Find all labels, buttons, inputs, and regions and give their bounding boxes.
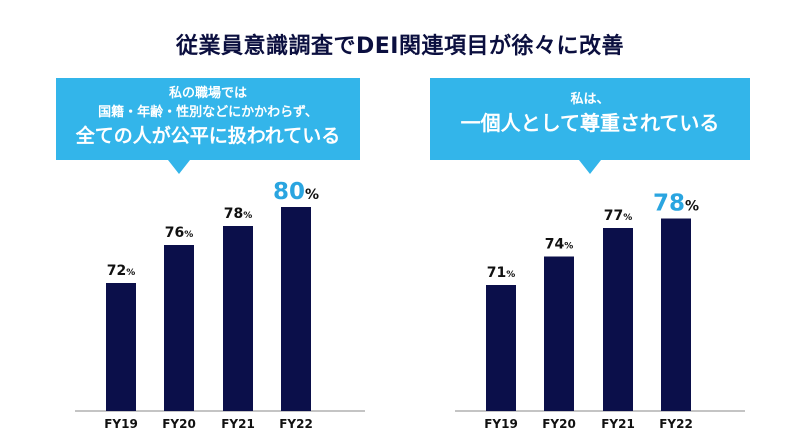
- callout-left-line3: 全ての人が公平に扱われている: [75, 125, 341, 147]
- callout-left-tail: [168, 160, 190, 174]
- callout-right-line3: 一個人として尊重されている: [460, 111, 720, 135]
- bar-fy22: [661, 218, 691, 411]
- data-label-fy20: 74%: [545, 237, 574, 253]
- data-label-fy21: 77%: [604, 208, 633, 224]
- bar-fy19: [486, 285, 516, 411]
- data-label-fy22: 78%: [653, 191, 699, 217]
- x-tick-fy20: FY20: [542, 417, 576, 431]
- x-tick-fy19: FY19: [104, 417, 138, 431]
- x-tick-fy19: FY19: [484, 417, 518, 431]
- bar-fy20: [164, 245, 194, 411]
- callout-left-line2: 国籍・年齢・性別などにかかわらず、: [98, 105, 318, 120]
- data-label-fy20: 76%: [165, 225, 194, 241]
- bar-fy19: [106, 283, 136, 411]
- callout-left-line1: 私の職場では: [168, 86, 247, 101]
- callout-right-tail: [579, 160, 601, 174]
- callout-right-line1: 私は、: [570, 92, 610, 107]
- x-tick-fy20: FY20: [162, 417, 196, 431]
- data-label-fy21: 78%: [224, 206, 253, 222]
- data-label-fy19: 71%: [487, 265, 516, 281]
- bar-fy22: [281, 207, 311, 411]
- slide-title: 従業員意識調査でDEI関連項目が徐々に改善: [176, 34, 624, 59]
- bar-fy21: [223, 226, 253, 411]
- callout-left: 私の職場では 国籍・年齢・性別などにかかわらず、 全ての人が公平に扱われている: [56, 78, 360, 174]
- bar-fy21: [603, 228, 633, 411]
- x-tick-fy21: FY21: [221, 417, 255, 431]
- data-label-fy22: 80%: [273, 179, 319, 205]
- bar-fy20: [544, 256, 574, 411]
- x-tick-fy22: FY22: [659, 417, 693, 431]
- callout-right: 私は、 一個人として尊重されている: [430, 78, 750, 174]
- x-tick-fy21: FY21: [601, 417, 635, 431]
- data-label-fy19: 72%: [107, 263, 136, 279]
- x-tick-fy22: FY22: [279, 417, 313, 431]
